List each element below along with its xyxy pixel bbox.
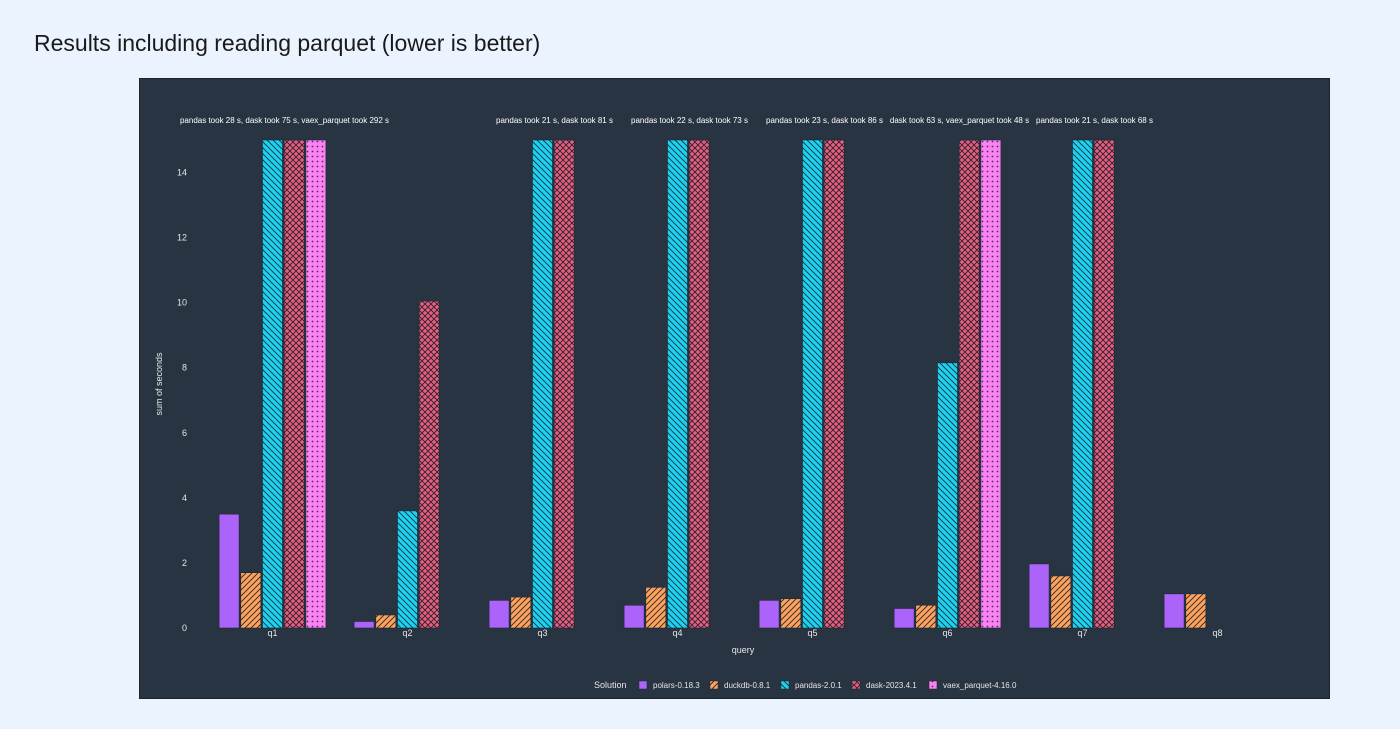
bar-q3-pandas-2.0.1[interactable] bbox=[532, 139, 553, 629]
y-tick-label: 4 bbox=[182, 493, 187, 503]
y-axis-label: sum of seconds bbox=[154, 352, 164, 416]
legend-item-duckdb-0.8.1[interactable]: duckdb-0.8.1 bbox=[709, 680, 771, 690]
y-tick-label: 14 bbox=[177, 168, 187, 178]
x-axis-ticks: q1 q2 q3 q4 q5 q6 q7 q8 bbox=[267, 628, 1222, 638]
bar-q5-polars-0.18.3[interactable] bbox=[758, 600, 780, 629]
legend-item-pandas-2.0.1[interactable]: pandas-2.0.1 bbox=[780, 680, 842, 690]
y-axis-ticks: 0 2 4 6 8 10 12 14 bbox=[177, 168, 187, 633]
bar-q4-duckdb-0.8.1[interactable] bbox=[645, 587, 667, 629]
y-tick-label: 10 bbox=[177, 298, 187, 308]
annotation-q7: pandas took 21 s, dask took 68 s bbox=[1036, 116, 1153, 125]
bar-q3-duckdb-0.8.1[interactable] bbox=[510, 596, 532, 629]
x-tick-label-q4: q4 bbox=[672, 628, 682, 638]
x-tick-label-q6: q6 bbox=[942, 628, 952, 638]
legend-swatch bbox=[928, 680, 938, 690]
legend: Solution polars-0.18.3 duckdb-0.8.1 pandas-… bbox=[594, 680, 1017, 690]
bar-q1-vaex_parquet-4.16.0[interactable] bbox=[305, 139, 327, 629]
bar-q6-duckdb-0.8.1[interactable] bbox=[915, 604, 937, 629]
bar-q1-dask-2023.4.1[interactable] bbox=[283, 139, 305, 629]
bar-q4-dask-2023.4.1[interactable] bbox=[688, 139, 710, 629]
x-tick-label-q5: q5 bbox=[807, 628, 817, 638]
bars bbox=[218, 139, 1207, 629]
bar-q6-pandas-2.0.1[interactable] bbox=[937, 362, 958, 629]
legend-label: polars-0.18.3 bbox=[653, 681, 700, 690]
bar-q2-dask-2023.4.1[interactable] bbox=[418, 300, 440, 629]
bar-q2-duckdb-0.8.1[interactable] bbox=[375, 614, 397, 629]
legend-swatch bbox=[780, 680, 790, 690]
x-tick-label-q2: q2 bbox=[402, 628, 412, 638]
legend-item-polars-0.18.3[interactable]: polars-0.18.3 bbox=[638, 680, 700, 690]
bar-q7-duckdb-0.8.1[interactable] bbox=[1050, 575, 1072, 629]
bar-q7-pandas-2.0.1[interactable] bbox=[1072, 139, 1093, 629]
bar-q4-polars-0.18.3[interactable] bbox=[623, 604, 645, 629]
y-tick-label: 2 bbox=[182, 558, 187, 568]
legend-label: dask-2023.4.1 bbox=[866, 681, 917, 690]
y-tick-label: 12 bbox=[177, 233, 187, 243]
bar-q6-dask-2023.4.1[interactable] bbox=[958, 139, 980, 629]
bar-q2-pandas-2.0.1[interactable] bbox=[397, 510, 418, 629]
x-axis-label: query bbox=[732, 645, 755, 655]
bar-q6-polars-0.18.3[interactable] bbox=[893, 608, 915, 629]
x-tick-label-q7: q7 bbox=[1077, 628, 1087, 638]
legend-swatch bbox=[851, 680, 861, 690]
y-tick-label: 6 bbox=[182, 428, 187, 438]
bar-q3-polars-0.18.3[interactable] bbox=[488, 600, 510, 629]
annotation-q4: pandas took 22 s, dask took 73 s bbox=[631, 116, 748, 125]
legend-label: pandas-2.0.1 bbox=[795, 681, 842, 690]
bar-q1-pandas-2.0.1[interactable] bbox=[262, 139, 283, 629]
annotation-q6: dask took 63 s, vaex_parquet took 48 s bbox=[890, 116, 1029, 125]
bar-q5-dask-2023.4.1[interactable] bbox=[823, 139, 845, 629]
bar-q3-dask-2023.4.1[interactable] bbox=[553, 139, 575, 629]
legend-label: vaex_parquet-4.16.0 bbox=[943, 681, 1017, 690]
legend-swatch bbox=[638, 680, 648, 690]
annotation-q1: pandas took 28 s, dask took 75 s, vaex_p… bbox=[180, 116, 389, 125]
bar-q8-polars-0.18.3[interactable] bbox=[1163, 593, 1185, 629]
bar-q1-polars-0.18.3[interactable] bbox=[218, 513, 240, 629]
bar-q5-duckdb-0.8.1[interactable] bbox=[780, 598, 802, 629]
x-tick-label-q1: q1 bbox=[267, 628, 277, 638]
y-tick-label: 0 bbox=[182, 623, 187, 633]
legend-swatch bbox=[709, 680, 719, 690]
legend-item-vaex_parquet-4.16.0[interactable]: vaex_parquet-4.16.0 bbox=[928, 680, 1017, 690]
page-title: Results including reading parquet (lower… bbox=[34, 30, 541, 56]
bar-q5-pandas-2.0.1[interactable] bbox=[802, 139, 823, 629]
chart-frame: pandas took 28 s, dask took 75 s, vaex_p… bbox=[139, 78, 1330, 699]
annotations: pandas took 28 s, dask took 75 s, vaex_p… bbox=[180, 116, 1153, 125]
bar-q7-dask-2023.4.1[interactable] bbox=[1093, 139, 1115, 629]
bar-q4-pandas-2.0.1[interactable] bbox=[667, 139, 688, 629]
x-tick-label-q3: q3 bbox=[537, 628, 547, 638]
bar-q1-duckdb-0.8.1[interactable] bbox=[240, 572, 262, 629]
x-tick-label-q8: q8 bbox=[1212, 628, 1222, 638]
legend-item-dask-2023.4.1[interactable]: dask-2023.4.1 bbox=[851, 680, 917, 690]
y-tick-label: 8 bbox=[182, 363, 187, 373]
annotation-q3: pandas took 21 s, dask took 81 s bbox=[496, 116, 613, 125]
bar-q7-polars-0.18.3[interactable] bbox=[1028, 563, 1050, 629]
legend-title: Solution bbox=[594, 680, 627, 690]
bar-q2-polars-0.18.3[interactable] bbox=[353, 621, 375, 629]
legend-label: duckdb-0.8.1 bbox=[724, 681, 771, 690]
annotation-q5: pandas took 23 s, dask took 86 s bbox=[766, 116, 883, 125]
bar-q6-vaex_parquet-4.16.0[interactable] bbox=[980, 139, 1002, 629]
bar-q8-duckdb-0.8.1[interactable] bbox=[1185, 593, 1207, 629]
bar-chart: pandas took 28 s, dask took 75 s, vaex_p… bbox=[154, 116, 1223, 690]
